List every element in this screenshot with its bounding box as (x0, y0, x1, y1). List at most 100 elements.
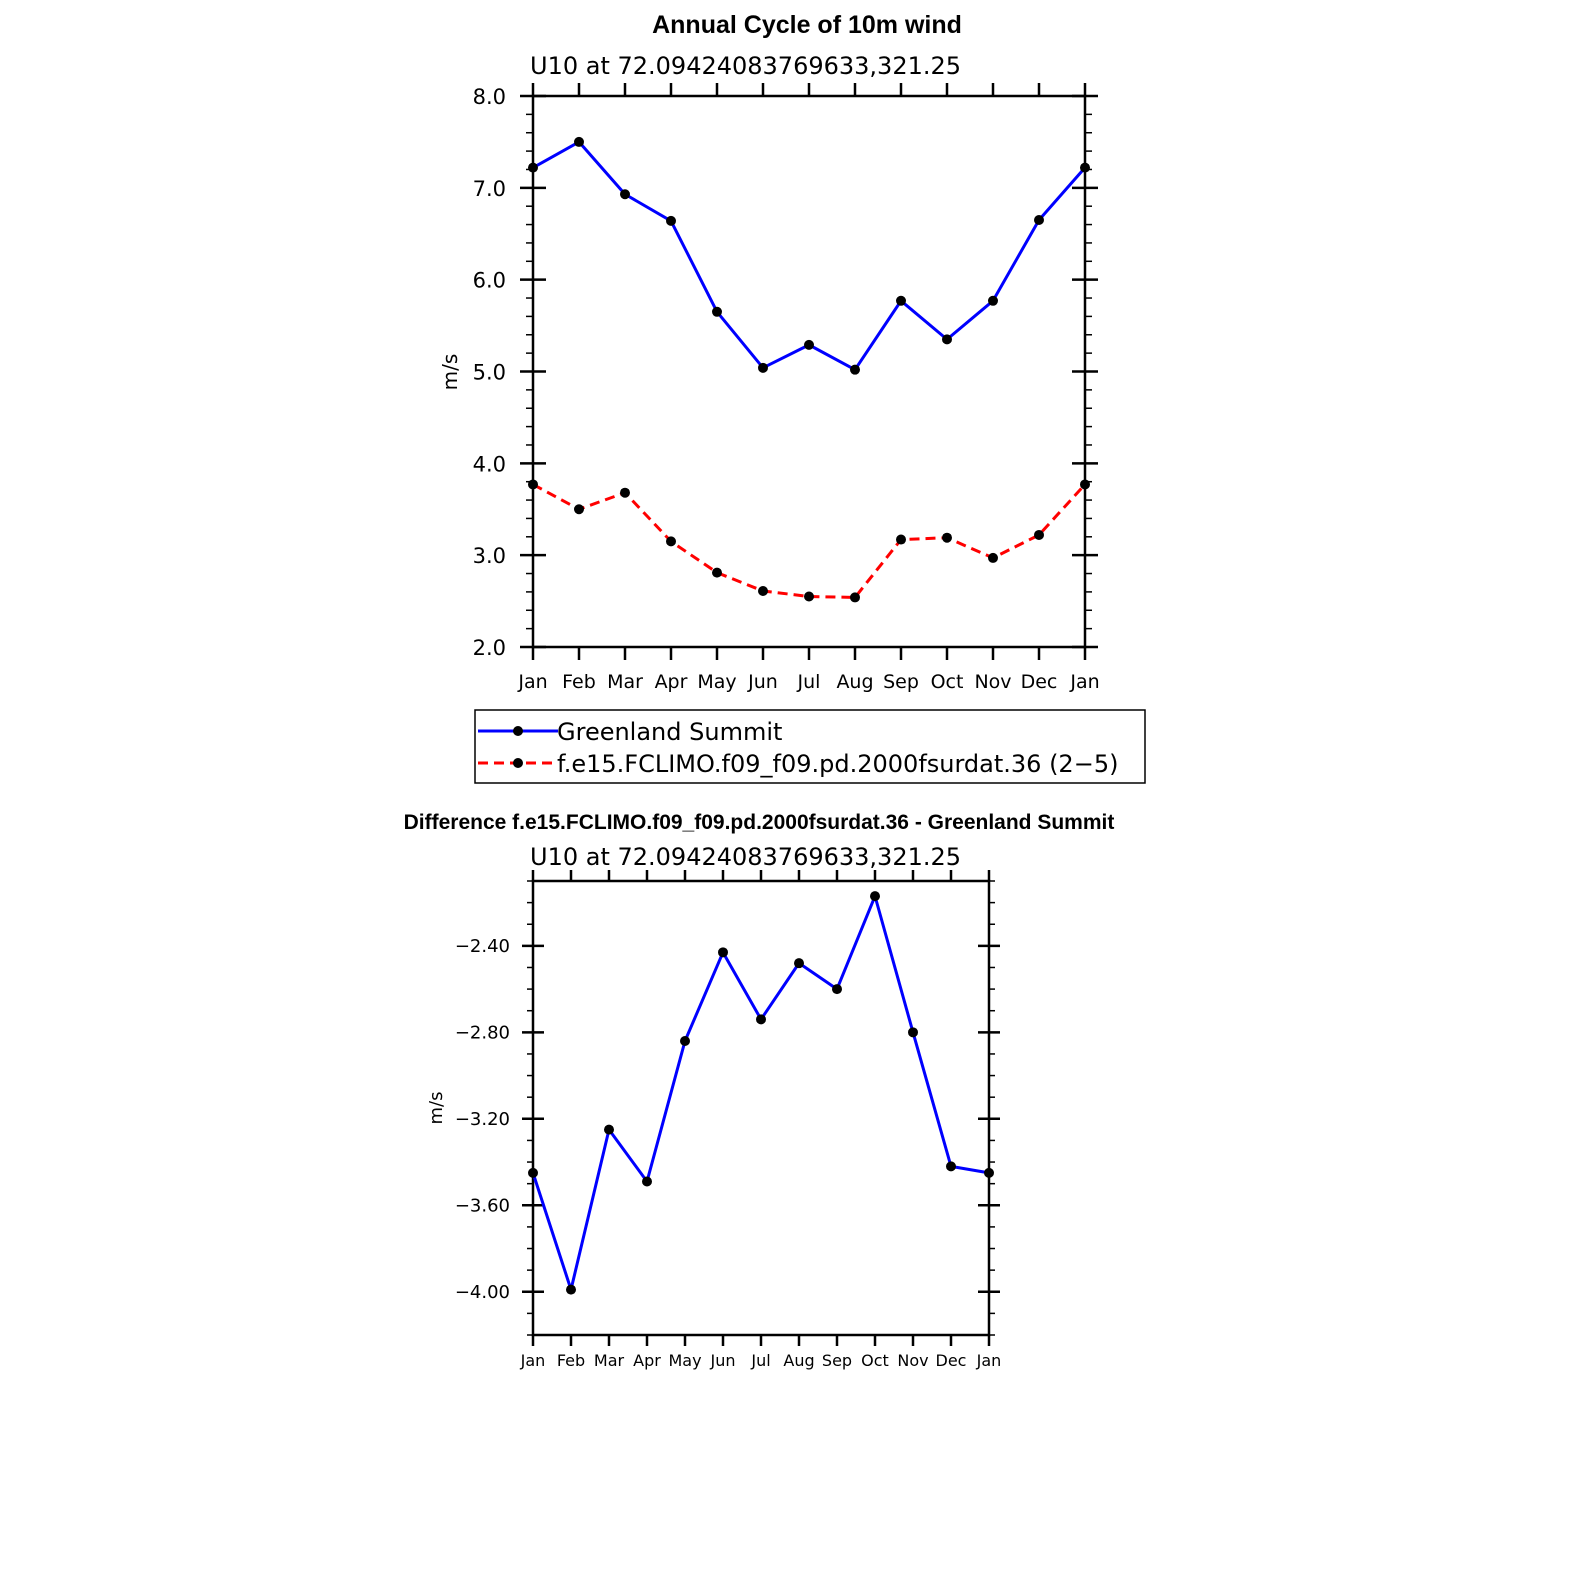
chart-title: Difference f.e15.FCLIMO.f09_f09.pd.2000f… (404, 811, 1115, 834)
data-point (620, 487, 630, 498)
x-tick-label: Jun (710, 1351, 736, 1370)
x-tick-label: Apr (633, 1351, 661, 1370)
data-point (804, 339, 814, 350)
axis-ticks (522, 870, 1000, 1346)
y-tick-label: 3.0 (473, 544, 506, 568)
x-tick-label: Jan (1069, 671, 1099, 693)
y-tick-label: 2.0 (473, 636, 506, 660)
data-point (758, 585, 768, 596)
legend-box (474, 709, 1146, 784)
y-tick-label: −4.00 (455, 1282, 510, 1303)
data-point (1080, 162, 1090, 173)
x-tick-labels: Jan Feb Mar Apr May Jun Jul Aug Sep Oct Nov Dec Jan (517, 671, 1099, 693)
data-series (528, 136, 1090, 603)
chart-subtitle: U10 at 72.09424083769633,321.25 (530, 52, 961, 80)
y-tick-label: 4.0 (473, 452, 506, 476)
series-line (532, 483, 1087, 599)
x-tick-label: Jan (517, 671, 547, 693)
x-tick-label: Jun (747, 671, 778, 693)
y-tick-label: 5.0 (473, 361, 506, 385)
data-point (574, 504, 584, 515)
chart-subtitle: U10 at 72.09424083769633,321.25 (530, 843, 961, 871)
data-point (528, 479, 538, 490)
x-tick-label: Oct (861, 1351, 889, 1370)
data-point (984, 1167, 994, 1178)
x-tick-label: Jan (976, 1351, 1002, 1370)
data-point (528, 1167, 538, 1178)
data-point (680, 1035, 690, 1046)
x-tick-label: Aug (836, 671, 873, 693)
data-point (942, 334, 952, 345)
y-tick-labels: 2.0 3.0 4.0 5.0 6.0 7.0 8.0 (473, 85, 506, 660)
x-tick-label: Nov (897, 1351, 928, 1370)
data-point (794, 958, 804, 969)
data-point (756, 1014, 766, 1025)
x-tick-label: Feb (562, 671, 596, 693)
y-tick-label: −3.20 (455, 1109, 510, 1130)
x-tick-label: Sep (822, 1351, 852, 1370)
legend-label-model: f.e15.FCLIMO.f09_f09.pd.2000fsurdat.36 (… (557, 750, 1118, 778)
data-point (642, 1176, 652, 1187)
axis-ticks (520, 83, 1098, 660)
y-tick-label: 7.0 (473, 177, 506, 201)
y-tick-labels: −4.00 −3.60 −3.20 −2.80 −2.40 (455, 936, 510, 1303)
data-point (666, 215, 676, 226)
data-point (896, 295, 906, 306)
x-tick-label: May (697, 671, 736, 693)
x-tick-label: Jul (750, 1351, 770, 1370)
data-point (988, 295, 998, 306)
x-tick-label: May (668, 1351, 701, 1370)
y-axis-label: m/s (438, 354, 462, 391)
x-tick-label: Mar (607, 671, 643, 693)
plot-frame (531, 94, 1087, 649)
data-point (908, 1027, 918, 1038)
plot-frame (531, 879, 991, 1337)
chart-title: Annual Cycle of 10m wind (652, 11, 962, 39)
x-tick-label: Dec (936, 1351, 967, 1370)
data-point (1080, 479, 1090, 490)
data-point (620, 189, 630, 200)
data-point (574, 136, 584, 147)
data-point (758, 362, 768, 373)
data-point (1034, 214, 1044, 225)
data-point (804, 591, 814, 602)
x-tick-label: Feb (557, 1351, 585, 1370)
y-tick-label: −3.60 (455, 1195, 510, 1216)
difference-chart: Difference f.e15.FCLIMO.f09_f09.pd.2000f… (404, 811, 1115, 1370)
x-tick-label: Dec (1021, 671, 1058, 693)
data-point (604, 1124, 614, 1135)
data-point (566, 1284, 576, 1295)
x-tick-label: Nov (974, 671, 1011, 693)
legend-marker-greenland-summit (513, 726, 523, 736)
data-point (1034, 529, 1044, 540)
data-point (528, 162, 538, 173)
data-point (718, 947, 728, 958)
data-point (832, 984, 842, 995)
x-tick-labels: Jan Feb Mar Apr May Jun Jul Aug Sep Oct Nov Dec Jan (520, 1351, 1002, 1370)
x-tick-label: Jan (520, 1351, 546, 1370)
data-point (850, 592, 860, 603)
data-point (850, 364, 860, 375)
wind-annual-cycle-chart: Annual Cycle of 10m wind U10 at 72.09424… (438, 11, 1146, 784)
data-point (666, 536, 676, 547)
x-tick-label: Aug (783, 1351, 814, 1370)
legend-marker-model (513, 758, 523, 768)
y-tick-label: 6.0 (473, 269, 506, 293)
x-tick-label: Mar (594, 1351, 625, 1370)
legend-label-greenland-summit: Greenland Summit (557, 718, 782, 746)
data-point (988, 552, 998, 563)
x-tick-label: Sep (883, 671, 919, 693)
data-series (528, 891, 994, 1295)
series-line (531, 894, 990, 1292)
x-tick-label: Jul (797, 671, 821, 693)
data-point (942, 532, 952, 543)
data-point (712, 567, 722, 578)
series-line (532, 140, 1087, 372)
x-tick-label: Apr (655, 671, 688, 693)
data-point (896, 534, 906, 545)
y-axis-label: m/s (426, 1092, 447, 1125)
legend: Greenland Summit f.e15.FCLIMO.f09_f09.pd… (474, 709, 1146, 784)
x-tick-label: Oct (931, 671, 964, 693)
y-tick-label: −2.80 (455, 1022, 510, 1043)
